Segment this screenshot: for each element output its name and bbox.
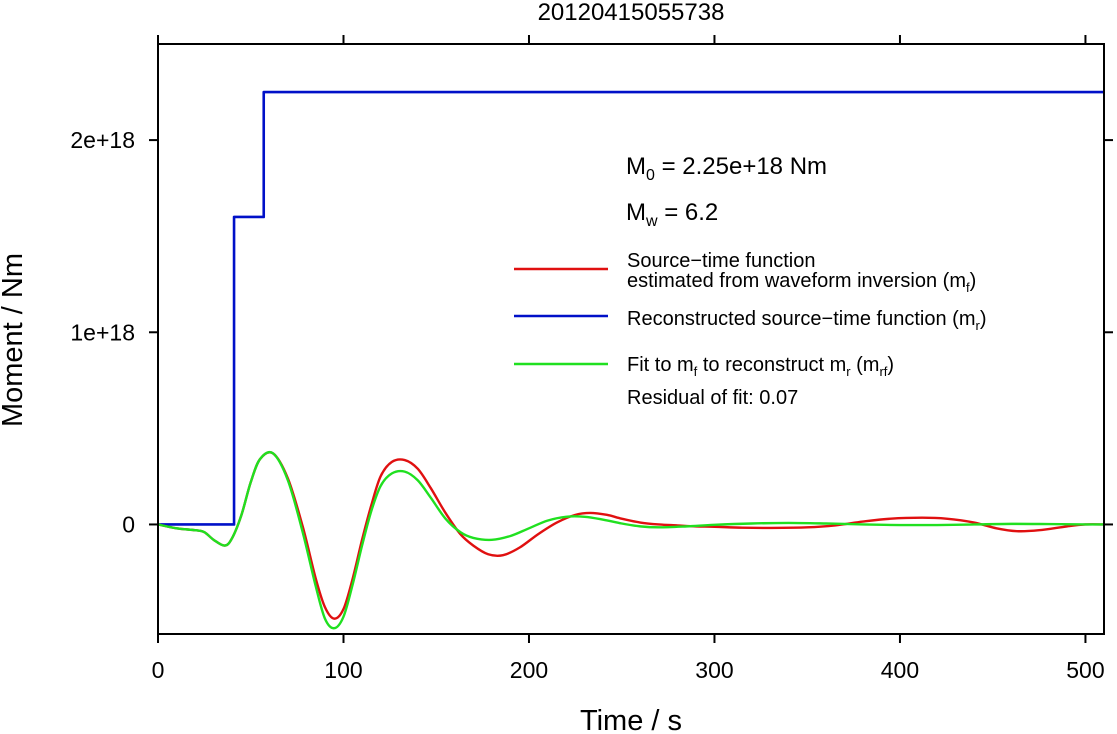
axis-ticks: 0 100 200 300 400 500 0 1e+18 2e+18 xyxy=(70,35,1113,683)
mw-symbol: M xyxy=(626,199,646,226)
x-tick-label: 200 xyxy=(510,657,548,683)
x-tick-label: 400 xyxy=(881,657,919,683)
series-layer xyxy=(158,90,1104,630)
m0-value: = 2.25e+18 Nm xyxy=(655,153,827,180)
m0-subscript: 0 xyxy=(646,167,655,184)
x-tick-label: 100 xyxy=(324,657,362,683)
x-tick-label: 0 xyxy=(152,657,165,683)
x-tick-label: 300 xyxy=(695,657,733,683)
x-axis-label: Time / s xyxy=(580,705,682,734)
chart-title: 20120415055738 xyxy=(538,0,725,26)
series-line-mrf xyxy=(158,450,1104,630)
y-tick-label: 2e+18 xyxy=(70,127,135,153)
m0-annotation: M0 = 2.25e+18 Nm xyxy=(626,153,827,184)
legend-label-mf-line1: Source−time function xyxy=(627,250,815,272)
residual-annotation: Residual of fit: 0.07 xyxy=(627,387,798,409)
legend-label-mrf: Fit to mf to reconstruct mr (mrf) xyxy=(627,354,894,379)
y-tick-label: 1e+18 xyxy=(70,319,135,345)
legend-label-mf-line2: estimated from waveform inversion (mf) xyxy=(627,270,976,295)
mw-subscript: w xyxy=(645,213,658,230)
mw-value: = 6.2 xyxy=(658,199,719,226)
m0-symbol: M xyxy=(626,153,646,180)
x-tick-label: 500 xyxy=(1066,657,1104,683)
series-line-mr xyxy=(158,90,1104,526)
series-line-mf xyxy=(158,451,1104,620)
y-tick-label: 0 xyxy=(122,511,135,537)
y-axis-label: Moment / Nm xyxy=(0,253,29,427)
legend: Source−time function estimated from wave… xyxy=(514,250,987,409)
legend-label-mr: Reconstructed source−time function (mr) xyxy=(627,308,987,333)
mw-annotation: Mw = 6.2 xyxy=(626,199,718,230)
plot-frame xyxy=(157,43,1105,635)
